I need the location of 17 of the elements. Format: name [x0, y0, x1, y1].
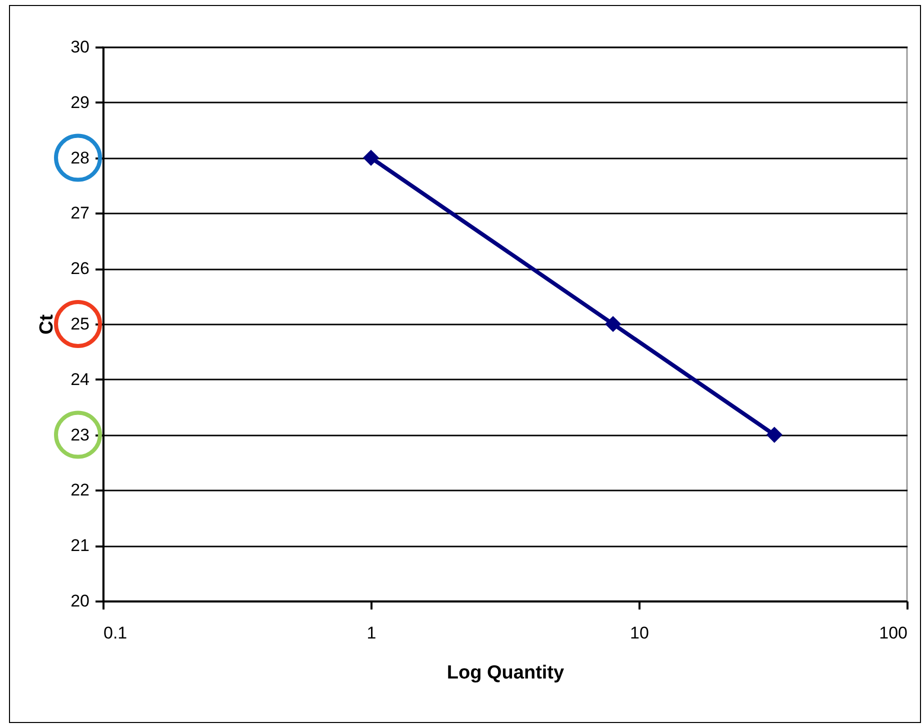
- y-tick-label: 25: [70, 314, 90, 334]
- x-tick-label: 1: [366, 624, 376, 642]
- x-tick-label: 10: [630, 624, 649, 642]
- y-axis-title: Ct: [36, 314, 58, 335]
- y-tick-label: 29: [70, 92, 90, 112]
- x-tick-label: 0.1: [104, 624, 128, 642]
- x-axis-title: Log Quantity: [446, 662, 565, 684]
- y-tick-label: 22: [70, 480, 90, 500]
- y-tick-label: 20: [70, 592, 90, 610]
- x-tick-label: 100: [879, 624, 908, 642]
- y-tick-label: 27: [70, 204, 90, 223]
- y-tick-label: 26: [70, 259, 90, 278]
- y-tick-label: 24: [70, 370, 90, 389]
- y-tick-label: 28: [70, 148, 90, 168]
- y-tick-label: 30: [70, 38, 90, 56]
- y-tick-label: 21: [70, 536, 90, 556]
- y-tick-label: 23: [70, 425, 90, 444]
